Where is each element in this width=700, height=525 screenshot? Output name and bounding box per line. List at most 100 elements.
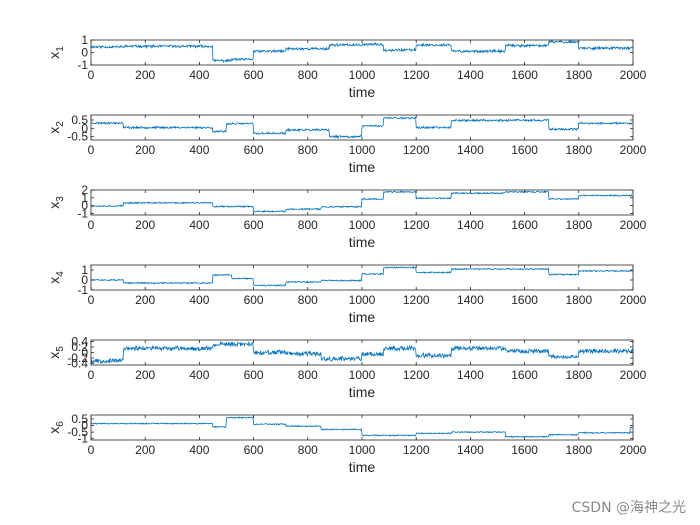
x-tick-label: 1400 [457,68,484,82]
x-tick-label: 1000 [349,293,376,307]
y-tick-label: -0.2 [67,351,88,365]
subplot-2: 0 200 400 600 800 1000 1200 1400 1600 1800 2000 -0.… [46,113,647,175]
x-tick-label: 1000 [349,68,376,82]
x-tick-label: 1200 [403,143,430,157]
y-tick-label: -0.4 [67,357,88,371]
x-tick-label: 600 [244,368,264,382]
x-tick-label: 1600 [511,68,538,82]
x-tick-label: 1600 [511,368,538,382]
x-tick-label: 600 [244,68,264,82]
x-tick-label: 1400 [457,368,484,382]
x-axis-label: time [349,84,376,100]
x-tick-label: 1800 [565,293,592,307]
x-tick-label: 200 [135,368,155,382]
x-tick-label: 1600 [511,218,538,232]
y-tick-label: 1 [81,33,88,47]
x-tick-label: 1200 [403,443,430,457]
subplot-1: 0 200 400 600 800 1000 1200 1400 1600 1800 2000 -10… [46,33,647,100]
x-tick-label: 2000 [620,443,647,457]
y-tick-label: 2 [81,183,88,197]
subplot-5: 0 200 400 600 800 1000 1200 1400 1600 1800 2000 -0.… [46,334,647,400]
x-tick-label: 1800 [565,218,592,232]
x-tick-label: 800 [298,443,318,457]
y-tick-label: -0.5 [67,130,88,144]
x-axis-label: time [349,159,376,175]
x-tick-label: 600 [244,293,264,307]
x-tick-label: 400 [189,443,209,457]
x-tick-label: 200 [135,293,155,307]
y-tick-label: 0 [81,121,88,135]
x-tick-label: 1000 [349,443,376,457]
plot-area [91,415,633,440]
plot-area [91,40,633,65]
x-tick-label: 1600 [511,443,538,457]
x-tick-label: 1800 [565,143,592,157]
x-tick-label: 800 [298,368,318,382]
y-tick-label: 0.5 [71,113,88,127]
x-tick-label: 2000 [620,143,647,157]
x-tick-label: 200 [135,143,155,157]
y-axis-label: x4 [46,271,66,284]
x-tick-label: 1400 [457,218,484,232]
y-tick-label: 0 [81,346,88,360]
x-tick-label: 800 [298,218,318,232]
x-axis-label: time [349,234,376,250]
y-axis-label: x3 [46,196,66,209]
x-tick-label: 400 [189,368,209,382]
watermark: CSDN @海神之光 [571,500,686,516]
y-tick-label: 0 [81,273,88,287]
series-line-x5 [90,341,633,365]
series-line-x4 [90,266,633,287]
x-tick-label: 1200 [403,68,430,82]
y-tick-label: 0 [81,46,88,60]
x-axis-label: time [349,384,376,400]
y-tick-label: -0.5 [67,425,88,439]
y-tick-label: 0.4 [71,334,88,348]
x-tick-label: 2000 [620,368,647,382]
x-tick-label: 400 [189,218,209,232]
x-tick-label: 800 [298,143,318,157]
subplot-4: 0 200 400 600 800 1000 1200 1400 1600 1800 2000 -10… [46,263,647,325]
subplot-3: 0 200 400 600 800 1000 1200 1400 1600 1800 2000 -10… [46,183,647,250]
y-tick-label: 0.2 [71,340,88,354]
x-tick-label: 1800 [565,68,592,82]
x-tick-label: 0 [88,218,95,232]
x-tick-label: 0 [88,68,95,82]
x-tick-label: 1600 [511,143,538,157]
x-tick-label: 2000 [620,293,647,307]
x-tick-label: 1400 [457,443,484,457]
y-tick-label: -1 [77,432,88,446]
x-tick-label: 800 [298,293,318,307]
x-tick-label: 600 [244,143,264,157]
x-tick-label: 600 [244,443,264,457]
x-tick-label: 1400 [457,143,484,157]
x-tick-label: 1400 [457,293,484,307]
subplot-6: 0 200 400 600 800 1000 1200 1400 1600 1800 2000 -1-… [46,412,647,475]
y-tick-label: -1 [77,283,88,297]
y-tick-label: -1 [77,206,88,220]
x-tick-label: 0 [88,368,95,382]
y-tick-label: 1 [81,263,88,277]
series-line-x6 [90,416,633,439]
y-tick-label: 0.5 [71,412,88,426]
x-axis-label: time [349,459,376,475]
x-tick-label: 2000 [620,68,647,82]
x-tick-label: 1000 [349,368,376,382]
x-tick-label: 1000 [349,218,376,232]
x-tick-label: 1200 [403,293,430,307]
y-axis-label: x5 [46,346,66,359]
x-tick-label: 1200 [403,218,430,232]
x-axis-label: time [349,309,376,325]
x-tick-label: 0 [88,143,95,157]
x-tick-label: 1800 [565,368,592,382]
x-tick-label: 1600 [511,293,538,307]
x-tick-label: 200 [135,68,155,82]
y-axis-label: x1 [46,46,66,59]
x-tick-label: 2000 [620,218,647,232]
x-tick-label: 200 [135,443,155,457]
y-axis-label: x2 [46,121,66,134]
x-tick-label: 400 [189,68,209,82]
x-tick-label: 0 [88,293,95,307]
x-tick-label: 800 [298,68,318,82]
x-tick-label: 1800 [565,443,592,457]
